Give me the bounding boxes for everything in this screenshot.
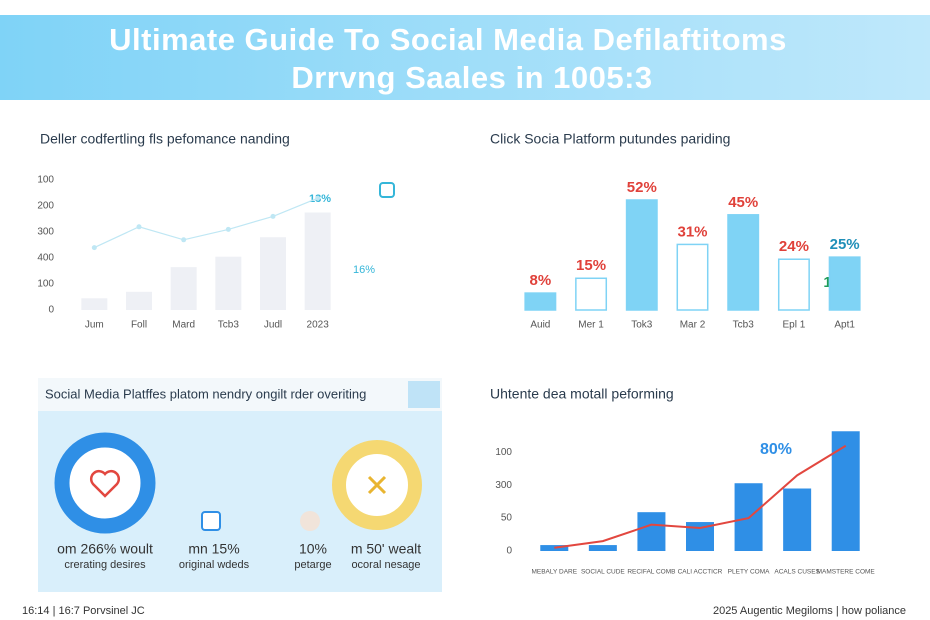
x-tick-label: CALI ACCTICR	[678, 569, 723, 576]
bar	[524, 292, 557, 311]
icon	[379, 182, 395, 198]
value-label: 31%	[677, 223, 707, 240]
stat-value: 10%	[299, 541, 327, 557]
y-tick-label: 0	[506, 546, 512, 557]
bar	[260, 237, 286, 310]
stats-panel-header	[38, 378, 442, 411]
x-tick-label: Mer 1	[578, 320, 604, 331]
x-tick-label: PLETY COMA	[728, 569, 770, 576]
y-tick-label: 200	[37, 201, 54, 212]
point	[136, 224, 142, 230]
y-tick-label: 50	[501, 513, 513, 524]
x-tick-label: Tcb3	[733, 320, 755, 331]
stat-label: original wdeds	[179, 559, 250, 571]
stat-label: ocoral nesage	[351, 559, 420, 571]
bar	[170, 267, 197, 310]
x-tick-label: Tok3	[631, 320, 653, 331]
header-title: Ultimate Guide To Social Media Defilafti…	[109, 22, 787, 57]
stats-title: Social Media Platffes platom nendry ongi…	[45, 386, 366, 401]
x-tick-label: Tcb3	[218, 320, 240, 331]
icon	[300, 511, 320, 531]
point	[225, 226, 231, 232]
x-tick-label: Apt1	[834, 320, 855, 331]
icon	[201, 511, 221, 531]
ring	[54, 432, 156, 534]
bar	[676, 243, 709, 311]
x-tick-label: Mar 2	[680, 320, 706, 331]
annotation: 80%	[760, 441, 792, 458]
stat-value: om 266% woult	[57, 541, 153, 557]
chart-title: Click Socia Platform putundes pariding	[490, 131, 730, 147]
bar	[828, 256, 861, 311]
bar	[540, 545, 569, 551]
x-tick-label: Auid	[530, 320, 550, 331]
value-label: 15%	[576, 257, 606, 274]
value-label: 45%	[728, 194, 758, 211]
x-tick-label: RECIFAL COMB	[627, 569, 675, 576]
chart-title: Uhtente dea motall peforming	[490, 386, 674, 402]
x-tick-label: MEBALY DARE	[531, 569, 577, 576]
bar	[727, 214, 760, 311]
x-tick-label: 2023	[307, 320, 330, 331]
value-label: 8%	[530, 272, 552, 289]
point	[91, 245, 97, 251]
value-label: 25%	[830, 236, 860, 253]
value-label: 24%	[779, 238, 809, 255]
icon	[367, 475, 387, 495]
point	[270, 213, 276, 219]
y-tick-label: 100	[495, 447, 512, 458]
bar	[625, 199, 658, 311]
stat-label: crerating desires	[64, 559, 146, 571]
x-tick-label: Jum	[85, 320, 104, 331]
x-tick-label: Mard	[172, 320, 195, 331]
footer-left: 16:14 | 16:7 Porvsinel JC	[22, 605, 145, 617]
bar	[81, 298, 108, 310]
footer-right: 2025 Augentic Megiloms | how poliance	[713, 605, 906, 617]
bar	[575, 277, 608, 311]
bar	[588, 545, 617, 551]
y-tick-label: 100	[37, 279, 54, 290]
bar	[215, 256, 242, 310]
x-tick-label: SOCIAL CUDE	[581, 569, 625, 576]
y-tick-label: 400	[37, 253, 54, 264]
header-title: Drrvng Saales in 1005:3	[291, 60, 652, 95]
point	[181, 237, 187, 243]
y-tick-label: 300	[495, 480, 512, 491]
bar	[304, 212, 331, 310]
x-tick-label: ACALS CUSES	[774, 569, 820, 576]
line	[94, 197, 318, 249]
bar	[126, 291, 152, 310]
annotation: 16%	[353, 264, 375, 276]
bar	[831, 431, 860, 551]
x-tick-label: MAMSTERE COME	[817, 569, 876, 576]
stat-label: petarge	[294, 559, 331, 571]
line	[554, 444, 847, 549]
chart-title: Deller codfertling fls pefomance nanding	[40, 131, 290, 147]
icon	[89, 469, 121, 498]
x-tick-label: Foll	[131, 320, 147, 331]
bar	[783, 488, 812, 551]
x-tick-label: Judl	[264, 320, 282, 331]
header-band	[0, 15, 930, 100]
bar	[777, 258, 810, 311]
y-tick-label: 300	[37, 227, 54, 238]
icon	[408, 381, 440, 408]
value-label: 52%	[627, 179, 657, 196]
y-tick-label: 0	[48, 305, 54, 316]
annotation: 13%	[309, 193, 331, 205]
stat-value: m 50' wealt	[351, 541, 421, 557]
point	[315, 195, 321, 201]
stat-value: mn 15%	[188, 541, 239, 557]
y-tick-label: 100	[37, 175, 54, 186]
x-tick-label: Epl 1	[783, 320, 806, 331]
bar	[637, 512, 666, 551]
